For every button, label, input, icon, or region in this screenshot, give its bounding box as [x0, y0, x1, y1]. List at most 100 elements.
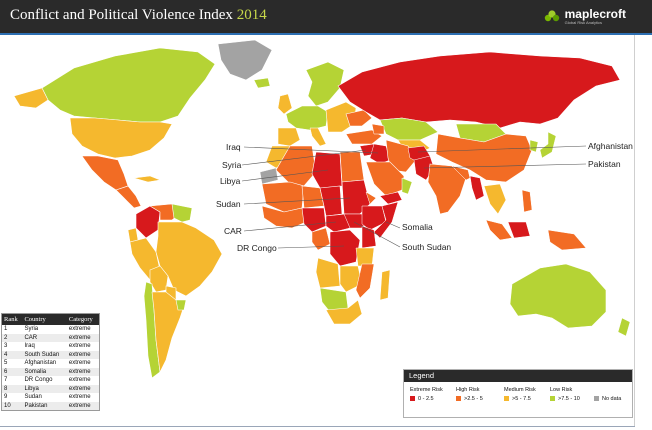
country-yemen[interactable]: [379, 191, 403, 205]
leader-line-sudan: [243, 197, 351, 205]
world-risk-map: Iraq Syria Libya Sudan CAR DR Congo Soma…: [13, 39, 633, 379]
rank-cell: 1: [4, 326, 8, 332]
country-uruguay[interactable]: [175, 299, 187, 311]
brand-tagline: Global Risk Analytics: [564, 20, 602, 25]
country-indonesia-west[interactable]: [485, 219, 513, 241]
country-china[interactable]: [435, 133, 533, 183]
country-eritrea[interactable]: [365, 191, 377, 205]
country-korea[interactable]: [529, 139, 539, 153]
country-turkey[interactable]: [345, 129, 383, 145]
country-southeast-asia[interactable]: [483, 183, 507, 215]
country-usa[interactable]: [69, 117, 173, 159]
country-ethiopia[interactable]: [361, 205, 387, 231]
leader-line-libya: [241, 169, 329, 182]
country-cameroon-gabon[interactable]: [311, 227, 331, 251]
table-row: 4 South Sudan extreme: [1, 350, 100, 359]
category-cell: extreme: [66, 367, 100, 376]
country-new-zealand[interactable]: [617, 317, 631, 337]
table-row: 2 CAR extreme: [1, 333, 100, 342]
country-cell: South Sudan: [22, 350, 67, 359]
country-western-sahara[interactable]: [259, 167, 279, 185]
country-ecuador[interactable]: [127, 227, 139, 243]
country-cell: Afghanistan: [24, 360, 57, 366]
country-myanmar[interactable]: [469, 175, 485, 201]
country-mexico[interactable]: [81, 155, 129, 191]
legend-item-high: >2.5 - 5: [456, 396, 483, 402]
maple-leaf-icon: [544, 10, 559, 22]
country-ukraine[interactable]: [345, 109, 373, 127]
country-south-africa[interactable]: [325, 299, 363, 325]
country-iceland[interactable]: [253, 77, 271, 89]
country-iberia[interactable]: [277, 127, 301, 147]
country-guianas[interactable]: [171, 203, 193, 223]
ranking-table: Rank Country Category 1 Syria extreme 2 CAR…: [1, 313, 100, 411]
country-indonesia-central[interactable]: [507, 221, 531, 239]
category-cell: extreme: [68, 326, 91, 332]
category-cell: extreme: [66, 384, 100, 393]
leader-line-afghanistan: [417, 145, 587, 153]
country-tanzania[interactable]: [355, 247, 375, 267]
country-oman[interactable]: [401, 177, 413, 195]
country-greenland[interactable]: [217, 39, 273, 81]
header-category: Category: [66, 313, 100, 325]
legend-range: >5 - 7.5: [512, 396, 531, 402]
country-colombia[interactable]: [135, 205, 161, 239]
label-sudan: Sudan: [216, 199, 241, 209]
table-row: 7 DR Congo extreme: [2, 376, 100, 385]
label-afghanistan: Afghanistan: [588, 141, 633, 151]
legend-item-no-data: No data: [594, 396, 621, 402]
country-scandinavia[interactable]: [305, 61, 345, 107]
country-somalia[interactable]: [373, 201, 399, 239]
country-uk[interactable]: [277, 93, 293, 115]
country-dr-congo[interactable]: [329, 229, 361, 267]
country-cell: Iraq: [24, 343, 35, 349]
rank-cell: 4: [1, 350, 23, 359]
country-japan[interactable]: [539, 131, 557, 159]
country-west-africa[interactable]: [261, 205, 307, 229]
header-accent-line: [0, 33, 652, 35]
country-kazakhstan[interactable]: [379, 117, 439, 141]
map-legend: Legend Extreme Risk 0 - 2.5 High Risk >2…: [403, 369, 633, 418]
page-title: Conflict and Political Violence Index 20…: [10, 7, 267, 24]
country-western-europe[interactable]: [285, 105, 329, 131]
country-philippines[interactable]: [521, 189, 533, 213]
country-nepal-bangladesh[interactable]: [451, 165, 471, 181]
country-russia[interactable]: [337, 51, 621, 129]
category-cell: extreme: [68, 377, 91, 383]
legend-item-low: >7.5 - 10: [550, 396, 580, 402]
country-cuba[interactable]: [133, 175, 161, 183]
rank-cell: 2: [1, 333, 23, 342]
table-row: 9 Sudan extreme: [2, 393, 100, 402]
label-pakistan: Pakistan: [588, 159, 621, 169]
country-cell: DR Congo: [24, 377, 53, 383]
country-brazil[interactable]: [155, 221, 223, 297]
country-cell: Somalia: [22, 367, 67, 376]
legend-range: >2.5 - 5: [464, 396, 483, 402]
country-mozambique[interactable]: [355, 263, 375, 299]
leader-line-pakistan: [423, 163, 587, 169]
country-canada[interactable]: [41, 47, 216, 123]
right-border: [634, 35, 635, 426]
country-egypt[interactable]: [339, 151, 365, 183]
country-central-america[interactable]: [115, 185, 142, 209]
country-car[interactable]: [325, 213, 351, 233]
legend-category-label: High Risk: [456, 387, 480, 393]
country-nigeria[interactable]: [301, 207, 327, 233]
country-alaska[interactable]: [13, 87, 49, 109]
category-cell: extreme: [66, 350, 100, 359]
header-rank: Rank: [1, 313, 23, 325]
table-row: 1 Syria extreme: [2, 325, 100, 334]
country-zambia-zimbabwe[interactable]: [339, 265, 363, 293]
country-caucasus[interactable]: [371, 123, 385, 135]
table-row: 5 Afghanistan extreme: [2, 359, 100, 368]
country-angola[interactable]: [315, 257, 341, 289]
country-madagascar[interactable]: [379, 269, 391, 301]
country-australia[interactable]: [509, 263, 607, 329]
country-cell: CAR: [22, 333, 67, 342]
country-argentina[interactable]: [151, 291, 187, 374]
country-new-guinea[interactable]: [547, 229, 587, 251]
header-bar: Conflict and Political Violence Index 20…: [0, 0, 652, 33]
country-kenya[interactable]: [361, 225, 377, 249]
label-somalia: Somalia: [402, 222, 433, 232]
country-italy[interactable]: [309, 127, 327, 147]
